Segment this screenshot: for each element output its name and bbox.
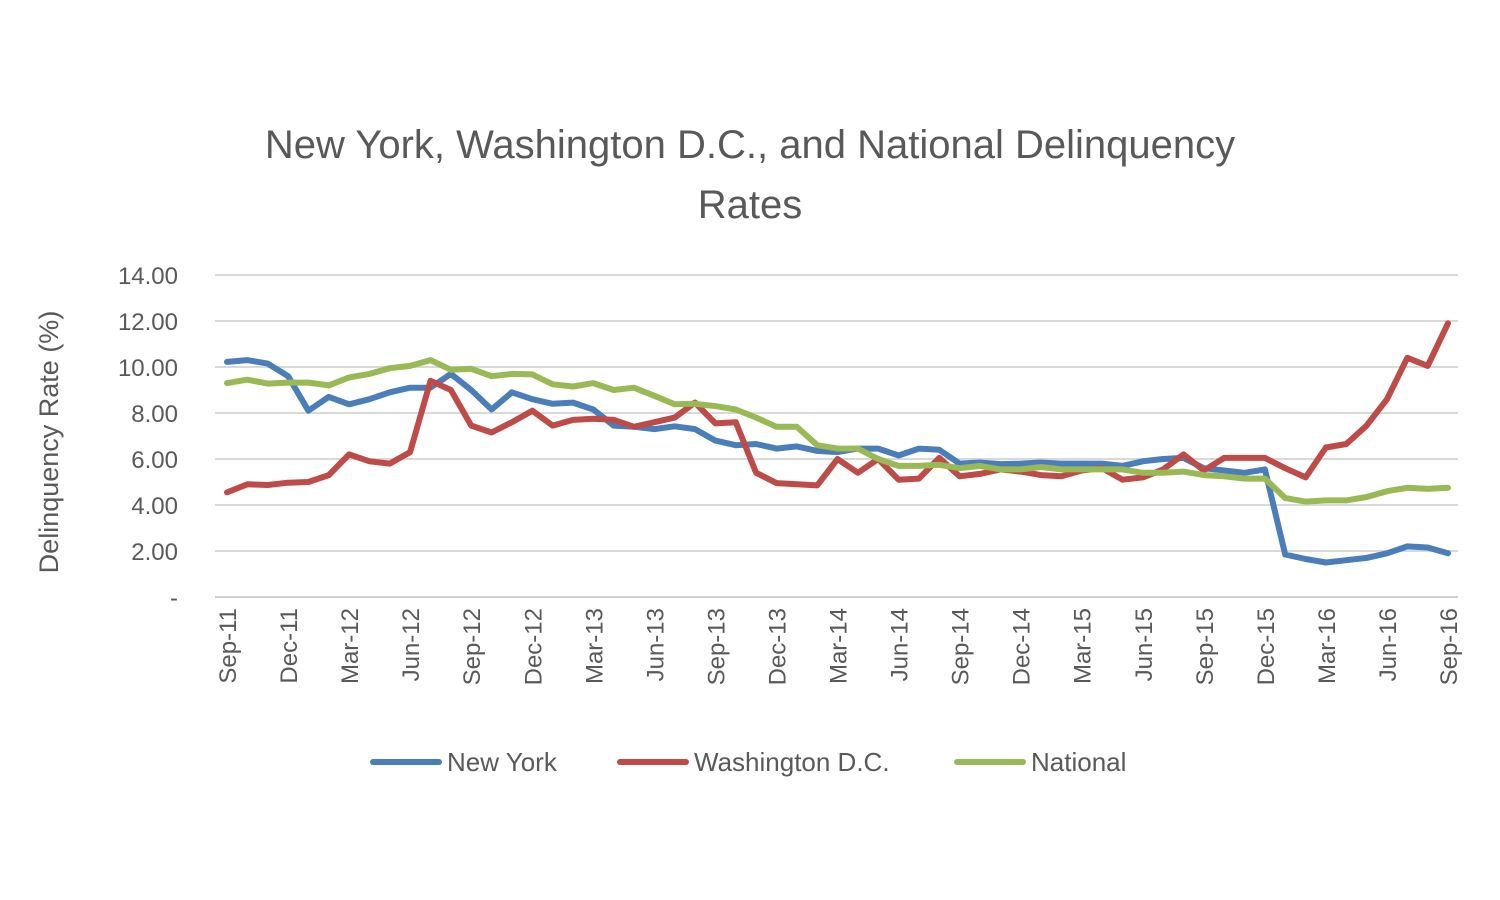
x-tick-label: Jun-15 <box>1131 608 1158 681</box>
legend: New York Washington D.C. National <box>370 747 1126 777</box>
x-tick-label: Dec-14 <box>1009 608 1036 685</box>
x-tick-label: Sep-15 <box>1192 608 1219 685</box>
x-tick-label: Dec-13 <box>764 608 791 685</box>
gridlines <box>215 274 1458 598</box>
legend-label: New York <box>447 747 558 777</box>
y-tick-label: - <box>170 585 178 612</box>
y-tick-label: 14.00 <box>118 263 178 290</box>
x-tick-label: Jun-14 <box>887 608 914 681</box>
legend-label: National <box>1031 747 1126 777</box>
x-tick-label: Mar-13 <box>581 608 608 684</box>
x-tick-label: Sep-16 <box>1436 608 1463 685</box>
chart-title-line2: Rates <box>698 183 803 227</box>
y-tick-label: 10.00 <box>118 355 178 382</box>
y-tick-label: 2.00 <box>131 539 178 566</box>
x-tick-label: Jun-13 <box>642 608 669 681</box>
legend-label: Washington D.C. <box>694 747 890 777</box>
x-tick-label: Dec-15 <box>1253 608 1280 685</box>
series-line-national <box>224 357 1451 505</box>
x-tick-label: Sep-14 <box>948 608 975 685</box>
x-tick-label: Sep-11 <box>215 608 242 684</box>
y-axis-title: Delinquency Rate (%) <box>34 311 64 574</box>
chart-title-line1: New York, Washington D.C., and National … <box>265 123 1235 167</box>
series-line-washington-d-c <box>224 320 1451 496</box>
x-tick-label: Jun-16 <box>1375 608 1402 681</box>
x-tick-label: Mar-12 <box>337 608 364 684</box>
x-axis-ticks: Sep-11 Dec-11 Mar-12 Jun-12 Sep-12 Dec-12 Mar-… <box>215 608 1463 685</box>
x-tick-label: Sep-12 <box>459 608 486 685</box>
y-tick-label: 6.00 <box>131 447 178 474</box>
y-tick-label: 8.00 <box>131 401 178 428</box>
x-tick-label: Mar-14 <box>826 608 853 684</box>
x-tick-label: Dec-12 <box>520 608 547 685</box>
x-tick-label: Jun-12 <box>398 608 425 681</box>
x-tick-label: Dec-11 <box>276 608 303 684</box>
series-lines <box>224 320 1451 566</box>
x-tick-label: Mar-15 <box>1070 608 1097 684</box>
y-tick-label: 4.00 <box>131 493 178 520</box>
y-axis-ticks: - 2.00 4.00 6.00 8.00 10.00 12.00 14.00 <box>118 263 178 612</box>
x-tick-label: Sep-13 <box>703 608 730 685</box>
y-tick-label: 12.00 <box>118 309 178 336</box>
x-tick-label: Mar-16 <box>1314 608 1341 684</box>
